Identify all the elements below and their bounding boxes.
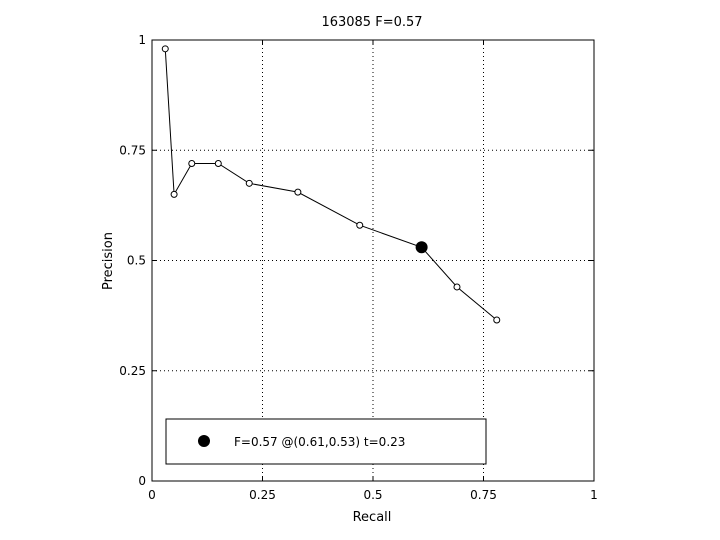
grid <box>152 40 594 481</box>
x-axis-title: Recall <box>353 510 392 525</box>
data-point <box>493 316 501 324</box>
series-layer <box>161 45 501 324</box>
x-tick-label: 0 <box>148 488 156 502</box>
x-tick-label: 0.5 <box>363 488 382 502</box>
legend-marker <box>198 435 210 447</box>
y-tick-label: 0.75 <box>119 143 146 157</box>
data-point <box>214 159 222 167</box>
x-tick-label: 0.25 <box>249 488 276 502</box>
y-axis-title: Precision <box>101 232 116 290</box>
data-point <box>245 179 253 187</box>
data-point <box>356 221 364 229</box>
legend-box <box>165 418 487 465</box>
data-point <box>188 159 196 167</box>
y-tick-label: 0.25 <box>119 364 146 378</box>
data-point <box>294 188 302 196</box>
best-f-point <box>415 241 428 254</box>
data-point <box>170 190 178 198</box>
legend-text: F=0.57 @(0.61,0.53) t=0.23 <box>234 435 405 449</box>
series-line <box>164 48 498 321</box>
data-point <box>161 45 169 53</box>
x-tick-label: 1 <box>590 488 598 502</box>
y-tick-label: 0 <box>138 474 146 488</box>
chart-title: 163085 F=0.57 <box>321 15 422 30</box>
axis-ticks: 0 0.25 0.5 0.75 1 0 0.25 0.5 0.75 1 <box>119 33 598 502</box>
y-tick-label: 0.5 <box>127 254 146 268</box>
y-tick-label: 1 <box>138 33 146 47</box>
legend: F=0.57 @(0.61,0.53) t=0.23 <box>165 418 487 465</box>
x-tick-label: 0.75 <box>470 488 497 502</box>
data-point <box>453 283 461 291</box>
